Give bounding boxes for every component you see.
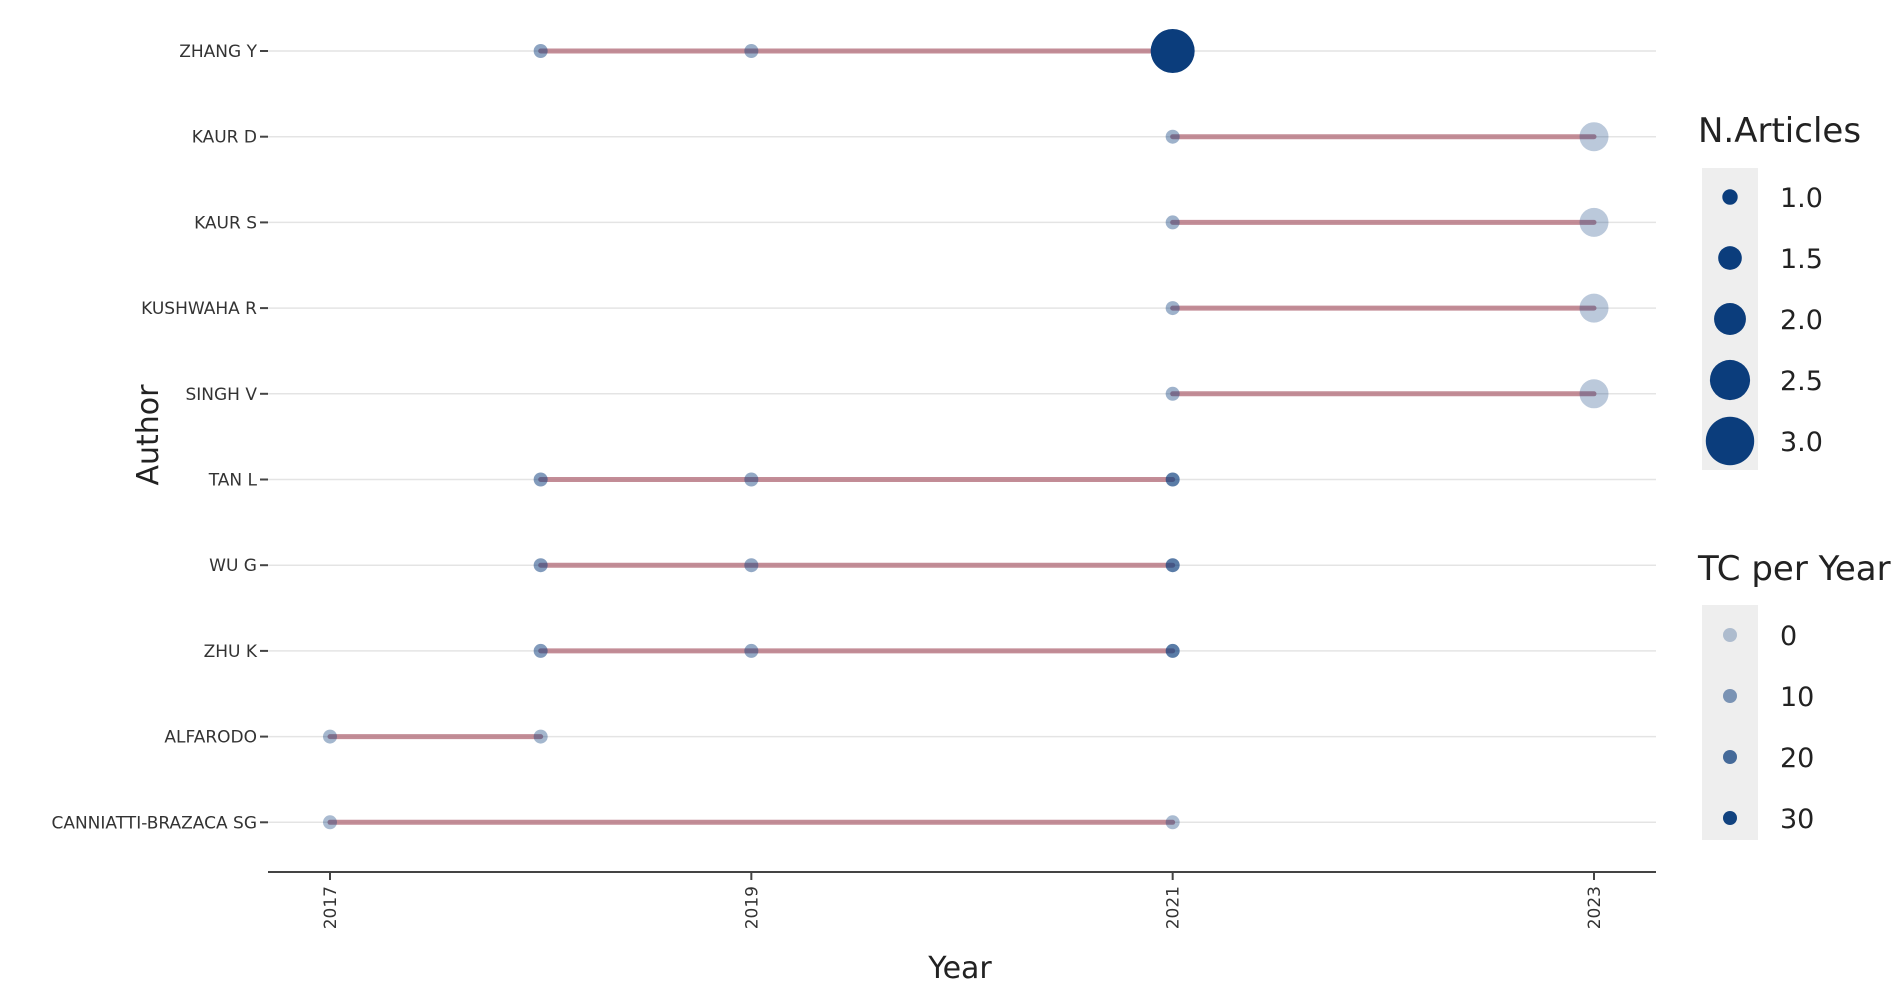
point-zhu-k-2019: [744, 643, 759, 658]
point-zhu-k-2021: [1165, 643, 1180, 658]
y-tick-label-zhang-y: ZHANG Y: [179, 42, 257, 62]
legend-tc-label-4: 30: [1780, 804, 1814, 835]
legend-n-articles-key-5: [1705, 416, 1755, 466]
y-tick-label-kaur-s: KAUR S: [194, 213, 257, 233]
legend-tc-key-1: [1723, 628, 1737, 642]
point-tan-l-2021: [1165, 472, 1180, 487]
point-kaur-d-2021: [1165, 129, 1180, 144]
point-kaur-s-2023: [1579, 207, 1609, 237]
legend-tc-per-year: TC per Year 0 10 20 30: [1697, 549, 1891, 840]
legend-n-articles-label-5: 3.0: [1780, 427, 1823, 458]
legend-n-articles-label-4: 2.5: [1780, 366, 1823, 397]
legend-n-articles-key-1: [1722, 189, 1738, 205]
legend-n-articles: N.Articles 1.0 1.5 2.0 2.5 3.0: [1698, 111, 1861, 470]
point-wu-g-2018: [533, 558, 548, 573]
legend-tc-key-2: [1723, 689, 1737, 703]
point-kushwaha-r-2021: [1165, 301, 1180, 316]
x-axis: 2017 2019 2021 2023: [268, 871, 1656, 929]
y-tick-label-kaur-d: KAUR D: [192, 128, 257, 148]
y-axis: ZHANG Y KAUR D KAUR S KUSHWAHA R SINGH V TAN …: [51, 42, 268, 833]
legend-tc-key-3: [1723, 750, 1737, 764]
legend-n-articles-label-2: 1.5: [1780, 244, 1823, 275]
legend-n-articles-title: N.Articles: [1698, 111, 1861, 151]
legend-tc-key-background: [1702, 605, 1758, 840]
point-canniatti-brazaca-sg-2017: [323, 815, 337, 830]
legend-n-articles-key-2: [1718, 246, 1742, 270]
legend-tc-label-1: 0: [1780, 621, 1797, 652]
y-tick-label-wu-g: WU G: [209, 556, 257, 576]
point-wu-g-2019: [744, 558, 759, 573]
point-singh-v-2021: [1165, 386, 1180, 401]
legend-tc-key-4: [1723, 811, 1737, 825]
grid-lines: [268, 50, 1656, 824]
point-canniatti-brazaca-sg-2021: [1165, 815, 1180, 830]
x-axis-title: Year: [927, 951, 992, 986]
point-zhang-y-2021: [1150, 29, 1195, 73]
point-alfarodo-2018: [533, 729, 548, 744]
legend-n-articles-key-4: [1709, 359, 1751, 401]
x-tick-label-2023: 2023: [1585, 886, 1605, 929]
point-zhu-k-2018: [533, 643, 548, 658]
point-alfarodo-2017: [323, 729, 337, 744]
point-kaur-s-2021: [1165, 215, 1180, 230]
legend-n-articles-label-3: 2.0: [1780, 305, 1823, 336]
point-zhang-y-2018: [533, 44, 548, 58]
y-axis-title: Author: [131, 384, 166, 486]
legend-n-articles-label-1: 1.0: [1780, 183, 1823, 214]
point-wu-g-2021: [1165, 558, 1180, 573]
y-tick-label-alfarodo: ALFARODO: [164, 728, 257, 748]
y-tick-label-zhu-k: ZHU K: [204, 642, 258, 662]
y-tick-label-kushwaha-r: KUSHWAHA R: [141, 299, 257, 319]
author-timelines: [327, 48, 1597, 825]
point-kushwaha-r-2023: [1579, 293, 1609, 323]
y-tick-label-singh-v: SINGH V: [185, 385, 257, 405]
x-tick-label-2017: 2017: [321, 886, 341, 929]
legend-tc-label-2: 10: [1780, 682, 1814, 713]
point-kaur-d-2023: [1579, 122, 1609, 152]
point-tan-l-2019: [744, 472, 759, 487]
x-tick-label-2021: 2021: [1164, 886, 1184, 929]
legend-n-articles-key-3: [1714, 303, 1746, 335]
legend-tc-per-year-title: TC per Year: [1697, 549, 1891, 589]
point-zhang-y-2019: [744, 44, 759, 58]
x-tick-label-2019: 2019: [742, 886, 762, 929]
y-tick-label-tan-l: TAN L: [208, 471, 258, 491]
point-singh-v-2023: [1579, 379, 1609, 409]
publication-points: [323, 29, 1609, 830]
point-tan-l-2018: [533, 472, 548, 487]
legend-tc-label-3: 20: [1780, 743, 1814, 774]
y-tick-label-canniatti-brazaca-sg: CANNIATTI-BRAZACA SG: [51, 813, 257, 833]
